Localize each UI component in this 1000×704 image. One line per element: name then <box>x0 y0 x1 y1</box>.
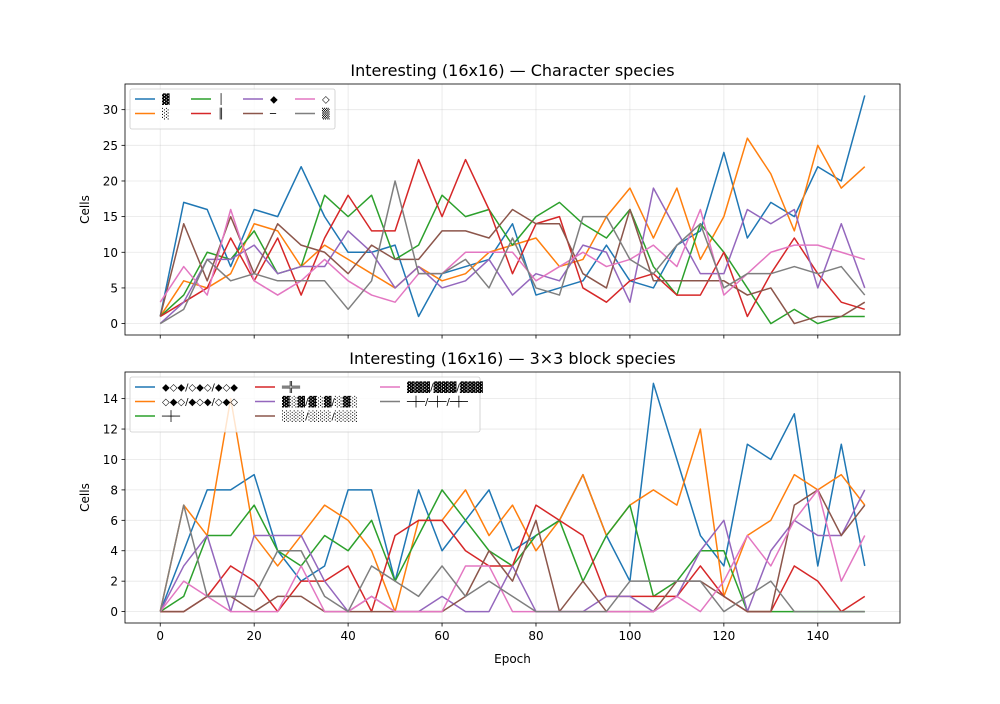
y-tick-label: 0 <box>110 317 118 331</box>
y-tick-label: 30 <box>103 103 118 117</box>
y-tick-label: 2 <box>110 575 118 589</box>
legend-label: ║ <box>218 107 224 120</box>
panel-character-species: 0 5 10 15 20 25 30 Interesting (16x16) — Charac… <box>78 61 901 339</box>
y-tick-label: 6 <box>110 514 118 528</box>
legend-label: ▓▓▓/▓▓▓/▓▓▓ <box>407 381 483 394</box>
y-tick-label: 0 <box>110 605 118 619</box>
y-tick-label: 5 <box>110 281 118 295</box>
x-tick-label: 40 <box>340 629 355 643</box>
x-tick-label: 140 <box>806 629 829 643</box>
y-tick-label: 15 <box>103 210 118 224</box>
y-tick-label: 12 <box>103 423 118 437</box>
series-line-4 <box>159 158 865 318</box>
x-tick-label: 60 <box>434 629 449 643</box>
y-axis-label: Cells <box>78 483 92 512</box>
y-tick-label: 20 <box>103 174 118 188</box>
series-line-8 <box>159 180 866 325</box>
legend-label: ◇ <box>322 95 330 106</box>
y-tick-label: 14 <box>103 392 118 406</box>
series-line-6 <box>159 208 866 325</box>
legend-label: ▓░▓/▓░▓/░▓░ <box>282 395 358 408</box>
legend-label: ─┼─ <box>161 410 181 423</box>
legend-label: ◇◆◇/◆◇◆/◇◆◇ <box>162 397 238 408</box>
x-axis-label: Epoch <box>494 652 531 666</box>
legend-label: ═╬═ <box>281 381 301 394</box>
x-tick-label: 100 <box>618 629 641 643</box>
legend-label: ─ <box>269 109 277 120</box>
legend-label: ░ <box>162 107 170 120</box>
legend-label: ▒ <box>322 107 330 120</box>
legend: ◆◇◆/◇◆◇/◆◇◆ ◇◆◇/◆◇◆/◇◆◇ ─┼─ ═╬═▓░▓/▓░▓/░▓░ ░… <box>129 376 483 433</box>
legend-label: ░░░/░░░/░░░ <box>282 410 358 423</box>
series-line-2 <box>159 137 866 317</box>
y-axis-label: Cells <box>78 195 92 224</box>
legend-frame <box>129 376 481 433</box>
x-tick-label: 20 <box>247 629 262 643</box>
series-line-7 <box>159 489 866 613</box>
y-tick-label: 4 <box>110 544 118 558</box>
legend-label: ◆◇◆/◇◆◇/◆◇◆ <box>162 383 238 394</box>
series-line-8 <box>159 504 865 613</box>
x-tick-label: 120 <box>712 629 735 643</box>
panel-block-species: 0 20 40 60 80 100 120 140 0 2 4 6 8 10 12 14 Interesting… <box>78 349 901 666</box>
series-line-1 <box>159 95 866 318</box>
y-tick-label: 10 <box>103 453 118 467</box>
legend-frame <box>129 88 336 130</box>
legend-label: ▓ <box>162 93 170 106</box>
series-line-6 <box>160 489 866 613</box>
axes-frame <box>124 83 901 336</box>
series-line-5 <box>159 187 866 325</box>
y-tick-label: 8 <box>110 483 118 497</box>
legend-label: ─┼─/─┼─/─┼─ <box>406 395 469 408</box>
axes-frame <box>124 371 901 624</box>
x-tick-label: 80 <box>528 629 543 643</box>
chart-title: Interesting (16x16) — 3×3 block species <box>349 349 675 368</box>
y-tick-label: 25 <box>103 139 118 153</box>
chart-title: Interesting (16x16) — Character species <box>350 61 674 80</box>
legend-label: ◆ <box>270 95 278 106</box>
legend-label: │ <box>218 93 224 106</box>
x-tick-label: 0 <box>156 629 164 643</box>
legend: ▓░ │║ ◆ ─ ◇▒ <box>129 88 336 130</box>
y-tick-label: 10 <box>103 246 118 260</box>
